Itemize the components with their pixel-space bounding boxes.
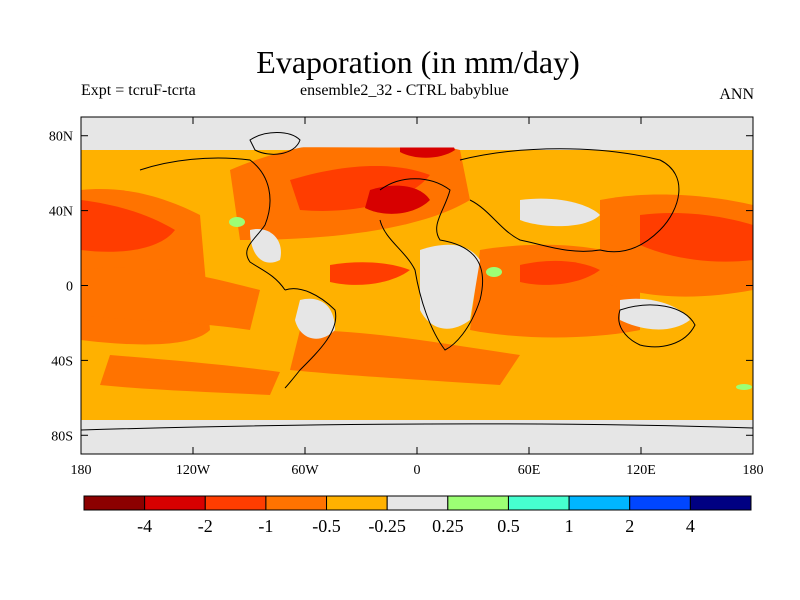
- lon-tick-label: 60E: [518, 463, 541, 478]
- field-spot-positive: [736, 384, 752, 390]
- field-region-satlantic: [290, 330, 520, 385]
- field-region-extreme-atl: [365, 185, 430, 214]
- plot-title: Evaporation (in mm/day): [256, 44, 580, 80]
- field-region-australia-neutral: [620, 298, 690, 330]
- season-label: ANN: [719, 86, 754, 103]
- colorbar-swatch: [83, 495, 146, 511]
- lon-tick-label: 0: [414, 463, 421, 478]
- colorbar-swatch: [326, 495, 388, 511]
- field-region-mexico-neutral: [250, 229, 281, 263]
- coast-south-america: [284, 288, 337, 389]
- colorbar-swatch: [265, 495, 328, 511]
- field-region-africa-neutral: [420, 244, 480, 329]
- lat-tick-label: 0: [66, 280, 73, 295]
- field-region-indian: [470, 244, 640, 338]
- field-region-eq-atlantic: [330, 262, 410, 285]
- lon-tick-label: 120E: [626, 463, 656, 478]
- coastlines: [81, 132, 753, 431]
- field-region-arabian: [520, 260, 600, 285]
- field-region-asia-neutral: [520, 198, 600, 227]
- lat-tick-label: 80S: [51, 429, 73, 444]
- colorbar-swatch: [568, 495, 631, 511]
- field-region-eq-pacific: [81, 267, 260, 330]
- experiment-label: Expt = tcruF-tcrta: [81, 82, 196, 99]
- field-region-hawaii: [81, 200, 175, 252]
- field-region-arctic: [81, 117, 753, 150]
- coast-eurasia: [459, 148, 680, 253]
- colorbar-swatch: [144, 495, 206, 511]
- colorbar-swatch: [447, 495, 509, 511]
- field-spot-positive: [486, 267, 502, 277]
- lat-tick-label: 80N: [49, 130, 73, 145]
- colorbar-label: 2: [625, 516, 634, 536]
- field-region-samerica-neutral: [295, 298, 335, 339]
- field-region-kuroshio: [640, 213, 753, 262]
- coast-australia: [618, 304, 696, 348]
- field-region-spacific: [100, 355, 280, 395]
- colorbar-label: -1: [258, 516, 273, 536]
- colorbar: -4 -2 -1 -0.5 -0.25 0.25 0.5 1 2 4: [83, 495, 752, 536]
- field-region-gulfstream: [290, 165, 430, 211]
- colorbar-label: -2: [198, 516, 213, 536]
- colorbar-swatch: [689, 495, 752, 511]
- colorbar-label: 1: [565, 516, 574, 536]
- coast-africa: [379, 178, 484, 351]
- lon-tick-label: 180: [71, 463, 92, 478]
- latitude-axis: 80N 40N 0 40S 80S: [49, 130, 753, 444]
- longitude-axis: 180 120W 60W 0 60E 120E 180: [71, 117, 764, 478]
- colorbar-swatch: [204, 495, 267, 511]
- lon-tick-label: 60W: [291, 463, 319, 478]
- lat-tick-label: 40S: [51, 354, 73, 369]
- colorbar-label: 4: [686, 516, 695, 536]
- colorbar-swatch: [386, 495, 449, 511]
- colorbar-label: -0.5: [312, 516, 341, 536]
- lon-tick-label: 180: [743, 463, 764, 478]
- colorbar-label: -0.25: [368, 516, 406, 536]
- coast-greenland: [249, 132, 301, 155]
- coast-north-america: [139, 157, 286, 291]
- evaporation-field: [81, 117, 753, 454]
- coast-antarctica: [81, 423, 753, 431]
- ensemble-label: ensemble2_32 - CTRL babyblue: [300, 82, 509, 99]
- colorbar-swatch: [507, 495, 570, 511]
- colorbar-label: -4: [137, 516, 152, 536]
- lat-tick-label: 40N: [49, 205, 73, 220]
- colorbar-swatch: [629, 495, 691, 511]
- colorbar-label: 0.25: [432, 516, 464, 536]
- colorbar-label: 0.5: [497, 516, 520, 536]
- lon-tick-label: 120W: [176, 463, 211, 478]
- field-spot-positive: [229, 217, 245, 227]
- field-region-antarctic: [81, 420, 753, 454]
